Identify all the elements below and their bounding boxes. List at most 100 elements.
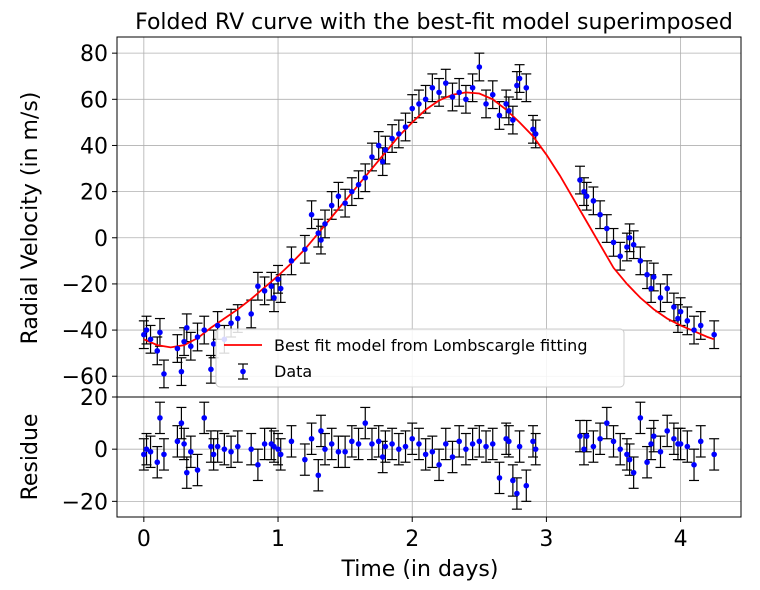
- residue-point-1: [143, 446, 150, 452]
- residue-panel: 20 0 −20 0 1 2 3 4: [62, 386, 742, 552]
- residue-point-63: [516, 443, 523, 450]
- residue-point-27: [302, 456, 308, 463]
- rv-point-66: [532, 131, 539, 137]
- residue-point-55: [476, 438, 483, 445]
- rv-point-30: [318, 237, 324, 243]
- rv-point-47: [422, 96, 429, 103]
- residue-point-26: [288, 438, 295, 445]
- residue-point-79: [644, 459, 650, 466]
- residue-y-tick-label-0: 20: [80, 386, 108, 411]
- rv-point-61: [510, 117, 516, 123]
- residue-point-35: [349, 438, 355, 445]
- rv-y-tick-label-0: 80: [80, 42, 108, 67]
- rv-point-38: [369, 154, 375, 160]
- rv-point-82: [657, 294, 664, 301]
- residue-point-65: [530, 438, 536, 445]
- rv-point-74: [617, 253, 624, 260]
- residue-point-31: [322, 446, 328, 452]
- residue-point-48: [429, 448, 436, 455]
- residue-y-tick-label-1: 0: [94, 438, 108, 463]
- residue-point-77: [630, 469, 637, 476]
- residue-point-21: [261, 441, 268, 447]
- residue-point-40: [379, 454, 386, 460]
- rv-point-44: [402, 124, 409, 130]
- rv-point-56: [483, 101, 489, 107]
- rv-point-64: [523, 84, 530, 91]
- rv-point-35: [349, 188, 355, 195]
- rv-y-ticks: 80 60 40 20 0 −20 −40 −60: [62, 42, 117, 390]
- residue-point-8: [181, 441, 187, 447]
- residue-point-10: [188, 448, 194, 455]
- rv-y-tick-label-3: 20: [80, 181, 108, 206]
- rv-point-26: [288, 258, 295, 264]
- residue-point-68: [581, 446, 587, 452]
- rv-point-70: [590, 198, 597, 204]
- residue-point-52: [456, 438, 462, 445]
- rv-point-51: [449, 94, 456, 100]
- rv-point-88: [691, 327, 697, 333]
- residue-errorbars: [138, 401, 720, 510]
- residue-point-88: [691, 462, 697, 468]
- residue-point-13: [208, 443, 214, 450]
- rv-point-20: [255, 283, 261, 290]
- rv-point-50: [442, 80, 449, 86]
- rv-point-58: [496, 112, 503, 119]
- residue-point-73: [610, 438, 617, 445]
- rv-point-79: [644, 271, 650, 278]
- rv-point-27: [302, 246, 308, 253]
- residue-point-61: [510, 477, 516, 484]
- residue-point-43: [396, 446, 402, 452]
- rv-point-63: [516, 75, 523, 82]
- residue-point-41: [382, 443, 389, 450]
- residue-point-62: [514, 490, 520, 497]
- rv-point-54: [469, 84, 476, 91]
- residue-point-54: [469, 441, 476, 447]
- rv-point-46: [416, 101, 422, 107]
- rv-point-68: [581, 188, 587, 195]
- rv-point-3: [154, 348, 161, 354]
- rv-point-41: [382, 147, 389, 153]
- residue-point-83: [664, 428, 670, 434]
- rv-point-84: [671, 304, 677, 310]
- rv-point-42: [389, 135, 395, 142]
- residue-point-2: [147, 448, 154, 455]
- residue-point-75: [624, 451, 630, 458]
- residue-point-25: [277, 451, 284, 458]
- residue-point-80: [648, 441, 654, 447]
- rv-point-65: [530, 126, 536, 133]
- rv-y-tick-label-6: −40: [62, 319, 108, 344]
- residue-point-86: [677, 441, 684, 447]
- rv-point-11: [194, 334, 201, 340]
- rv-y-tick-label-7: −60: [62, 365, 108, 390]
- residue-point-23: [271, 443, 277, 450]
- rv-point-18: [234, 315, 241, 322]
- residue-point-67: [577, 433, 583, 439]
- residue-point-87: [684, 443, 691, 450]
- legend-data-label: Data: [274, 362, 312, 381]
- residue-point-36: [355, 441, 362, 447]
- residue-point-50: [442, 441, 449, 447]
- rv-point-53: [463, 96, 469, 103]
- rv-point-21: [261, 288, 268, 294]
- rv-point-78: [637, 258, 644, 264]
- residue-point-89: [697, 438, 704, 445]
- residue-point-57: [489, 441, 496, 447]
- rv-point-15: [214, 322, 221, 329]
- residue-point-76: [626, 456, 633, 463]
- rv-point-33: [335, 193, 342, 200]
- residue-point-7: [178, 420, 185, 426]
- rv-point-5: [161, 371, 167, 377]
- rv-point-36: [355, 181, 362, 188]
- rv-point-32: [328, 202, 335, 209]
- residue-point-60: [506, 438, 512, 445]
- rv-point-59: [503, 101, 509, 107]
- residue-point-18: [234, 443, 241, 450]
- legend-box: [215, 328, 625, 388]
- residue-point-71: [597, 435, 603, 442]
- residue-point-33: [335, 448, 342, 455]
- rv-point-31: [322, 221, 328, 227]
- residue-point-90: [711, 451, 717, 458]
- model-line: [143, 91, 715, 349]
- rv-point-37: [362, 174, 369, 181]
